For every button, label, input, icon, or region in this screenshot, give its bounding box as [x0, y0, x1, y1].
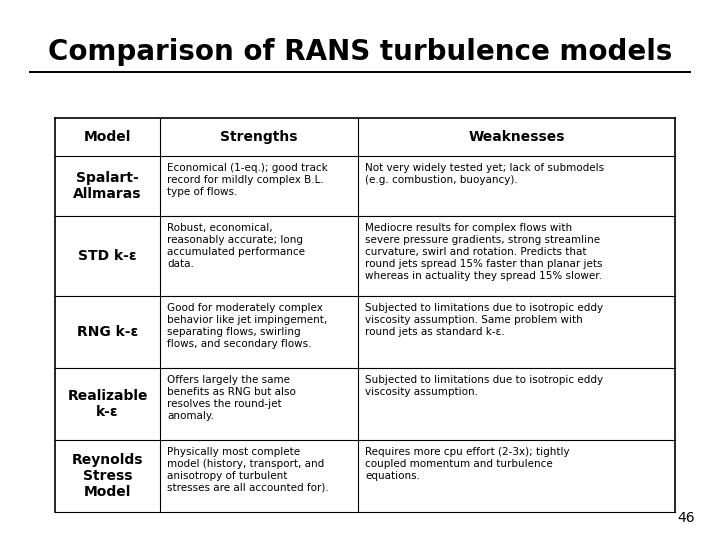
- Text: Offers largely the same
benefits as RNG but also
resolves the round-jet
anomaly.: Offers largely the same benefits as RNG …: [167, 375, 296, 421]
- Text: Realizable
k-ε: Realizable k-ε: [67, 389, 148, 419]
- Text: Subjected to limitations due to isotropic eddy
viscosity assumption. Same proble: Subjected to limitations due to isotropi…: [365, 303, 603, 337]
- Text: Strengths: Strengths: [220, 130, 298, 144]
- Text: Not very widely tested yet; lack of submodels
(e.g. combustion, buoyancy).: Not very widely tested yet; lack of subm…: [365, 163, 604, 185]
- Text: Economical (1-eq.); good track
record for mildly complex B.L.
type of flows.: Economical (1-eq.); good track record fo…: [167, 163, 328, 197]
- Text: Robust, economical,
reasonably accurate; long
accumulated performance
data.: Robust, economical, reasonably accurate;…: [167, 223, 305, 269]
- Text: Reynolds
Stress
Model: Reynolds Stress Model: [72, 453, 143, 499]
- Text: Requires more cpu effort (2-3x); tightly
coupled momentum and turbulence
equatio: Requires more cpu effort (2-3x); tightly…: [365, 447, 570, 481]
- Text: Spalart-
Allmaras: Spalart- Allmaras: [73, 171, 142, 201]
- Text: STD k-ε: STD k-ε: [78, 249, 137, 263]
- Text: 46: 46: [678, 511, 695, 525]
- Text: Good for moderately complex
behavior like jet impingement,
separating flows, swi: Good for moderately complex behavior lik…: [167, 303, 328, 349]
- Text: Mediocre results for complex flows with
severe pressure gradients, strong stream: Mediocre results for complex flows with …: [365, 223, 603, 281]
- Text: Physically most complete
model (history, transport, and
anisotropy of turbulent
: Physically most complete model (history,…: [167, 447, 329, 493]
- Text: Subjected to limitations due to isotropic eddy
viscosity assumption.: Subjected to limitations due to isotropi…: [365, 375, 603, 397]
- Text: Model: Model: [84, 130, 131, 144]
- Text: Weaknesses: Weaknesses: [468, 130, 564, 144]
- Text: RNG k-ε: RNG k-ε: [77, 325, 138, 339]
- Text: Comparison of RANS turbulence models: Comparison of RANS turbulence models: [48, 38, 672, 66]
